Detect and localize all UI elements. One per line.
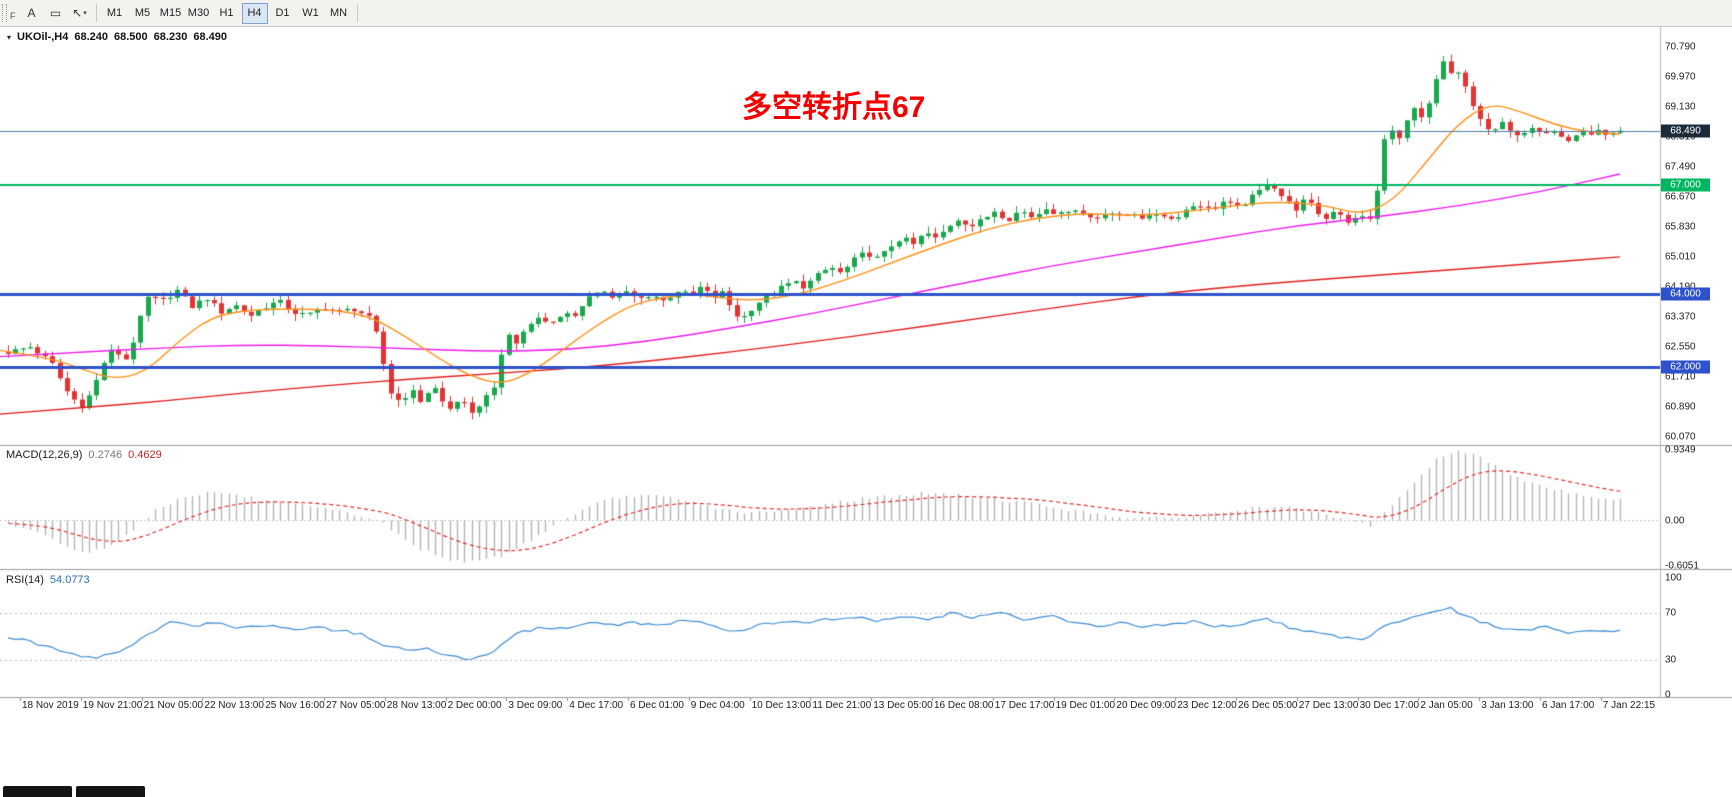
macd-label: MACD(12,26,9) 0.2746 0.4629 — [6, 449, 162, 461]
timeframe-button-w1[interactable]: W1 — [298, 3, 324, 24]
ohlc-close: 68.490 — [193, 31, 227, 43]
shapes-tool-button[interactable]: ▭ — [44, 3, 68, 24]
price-axis[interactable] — [1660, 27, 1732, 697]
toolbar-grip[interactable] — [2, 4, 7, 22]
rsi-label: RSI(14) 54.0773 — [6, 574, 90, 586]
macd-name: MACD(12,26,9) — [6, 449, 83, 461]
timeframe-button-m1[interactable]: M1 — [102, 3, 128, 24]
toolbar-separator — [95, 4, 97, 22]
ohlc-high: 68.500 — [114, 31, 148, 43]
toolbar: F A ▭ ↖ ▾ M1 M5 M15 M30 H1 H4 D1 W1 MN — [0, 0, 1732, 27]
dropdown-caret-icon: ▾ — [83, 10, 87, 17]
chart-menu-icon[interactable]: ▾ — [7, 32, 12, 42]
arrow-tool-button[interactable]: ↖ ▾ — [68, 3, 92, 24]
timeframe-button-m5[interactable]: M5 — [130, 3, 156, 24]
annotation-text[interactable]: 多空转折点67 — [742, 91, 926, 124]
chart-title: ▾ UKOil-,H4 68.240 68.500 68.230 68.490 — [7, 31, 227, 43]
text-tool-button[interactable]: A — [20, 3, 44, 24]
time-axis[interactable] — [0, 698, 1660, 714]
timeframe-button-d1[interactable]: D1 — [270, 3, 296, 24]
toolbar-separator — [356, 4, 358, 22]
macd-main-value: 0.2746 — [88, 449, 123, 461]
timeframe-button-h4[interactable]: H4 — [241, 2, 268, 24]
ohlc-open: 68.240 — [74, 31, 109, 43]
timeframe-button-mn[interactable]: MN — [326, 3, 352, 24]
timeframe-group: M1 M5 M15 M30 H1 H4 D1 W1 MN — [101, 2, 353, 24]
symbol-label: UKOil-,H4 — [17, 31, 69, 43]
toolbar-fragment-label: F — [10, 11, 16, 21]
ohlc-low: 68.230 — [153, 31, 188, 43]
timeframe-button-m15[interactable]: M15 — [158, 3, 184, 24]
timeframe-button-h1[interactable]: H1 — [214, 3, 240, 24]
arrow-icon: ↖ — [72, 6, 83, 20]
rsi-value: 54.0773 — [49, 574, 90, 586]
timeframe-button-m30[interactable]: M30 — [186, 3, 212, 24]
rsi-name: RSI(14) — [6, 574, 44, 586]
macd-signal-value: 0.4629 — [128, 449, 162, 461]
